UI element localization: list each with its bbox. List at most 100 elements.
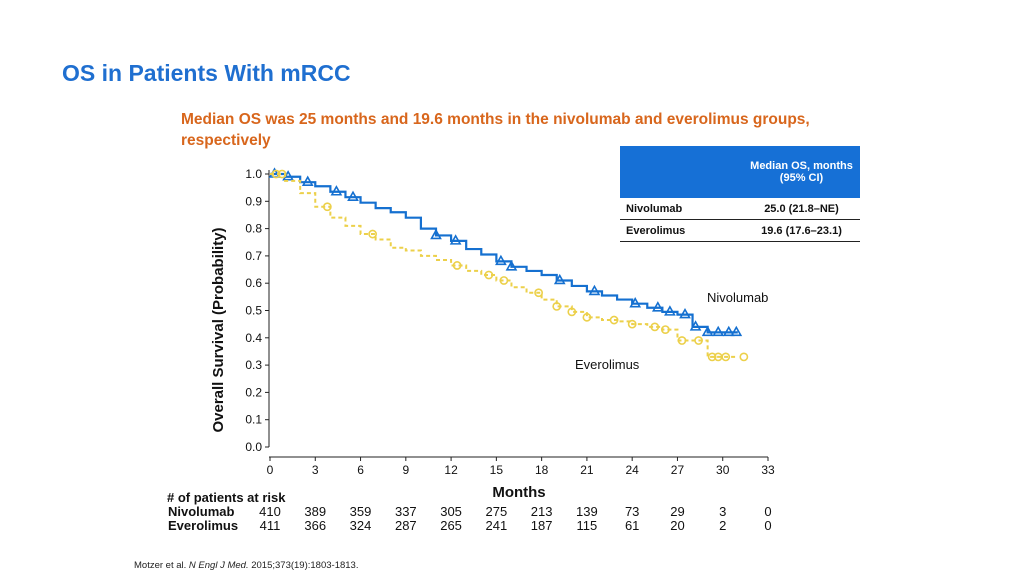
citation-authors: Motzer et al. (134, 560, 187, 571)
censor-circle (322, 202, 332, 212)
y-tick-label: 0.4 (245, 331, 262, 345)
risk-value: 29 (670, 504, 685, 519)
x-tick-label: 9 (402, 463, 409, 477)
risk-value: 139 (576, 504, 598, 519)
table-row: Everolimus 19.6 (17.6–23.1) (620, 219, 860, 242)
slide-subtitle: Median OS was 25 months and 19.6 months … (181, 111, 810, 149)
x-tick-label: 24 (626, 463, 640, 477)
censor-triangle (449, 234, 462, 245)
y-tick-label: 0.8 (245, 222, 262, 236)
censor-circle (582, 312, 592, 322)
risk-value: 2 (719, 518, 727, 533)
censor-circle (627, 319, 637, 329)
censor-triangle (664, 305, 676, 316)
y-tick-label: 1.0 (245, 167, 262, 181)
risk-value: 359 (349, 504, 372, 519)
x-tick-label: 0 (267, 463, 274, 477)
risk-value: 0 (764, 504, 772, 519)
risk-value: 115 (576, 518, 598, 533)
censor-circle (484, 270, 494, 280)
risk-value: 187 (530, 518, 553, 533)
table-cell-group: Nivolumab (620, 198, 743, 220)
table-header-blank (620, 146, 743, 198)
risk-value: 0 (764, 518, 772, 533)
risk-value: 241 (485, 518, 508, 533)
censor-circle (660, 325, 670, 335)
censor-circle (707, 352, 717, 362)
table-cell-group: Everolimus (620, 219, 743, 242)
risk-value: 61 (624, 518, 640, 533)
citation-journal: N Engl J Med. (188, 560, 249, 571)
censor-triangle (730, 325, 743, 337)
censor-triangle (712, 325, 725, 337)
censor-circle (721, 352, 731, 362)
risk-value: 275 (485, 504, 508, 519)
table-cell-value: 25.0 (21.8–NE) (743, 198, 860, 220)
censor-circle (271, 169, 281, 179)
censor-circle (277, 169, 287, 179)
risk-value: 287 (394, 518, 417, 533)
censor-triangle (679, 307, 691, 319)
x-tick-label: 12 (444, 463, 458, 477)
censor-circle (677, 336, 687, 345)
censor-triangle (430, 228, 442, 240)
x-tick-label: 15 (490, 463, 504, 477)
censor-circle (609, 315, 619, 325)
annotation-everolimus: Everolimus (575, 357, 640, 372)
y-axis-label: Overall Survival (Probability) (210, 227, 227, 432)
y-tick-label: 0.7 (245, 249, 262, 263)
x-tick-label: 21 (580, 463, 594, 477)
x-axis-label: Months (492, 484, 545, 501)
censor-circle (534, 288, 544, 298)
censor-circle (499, 276, 509, 285)
table-row: Nivolumab 25.0 (21.8–NE) (620, 198, 860, 220)
x-tick-label: 3 (312, 463, 319, 477)
risk-value: 73 (624, 504, 640, 519)
x-tick-label: 30 (716, 463, 730, 477)
slide-title: OS in Patients With mRCC (62, 60, 351, 86)
x-tick-label: 18 (535, 463, 549, 477)
risk-value: 324 (349, 518, 372, 533)
censor-triangle (495, 254, 507, 266)
risk-label-nivolumab: Nivolumab (168, 504, 235, 519)
censor-triangle (629, 297, 642, 308)
censor-triangle (701, 325, 714, 337)
risk-table-title: # of patients at risk (167, 490, 286, 505)
y-tick-label: 0.9 (245, 194, 262, 208)
y-tick-label: 0.1 (245, 413, 262, 427)
censor-circle (567, 307, 577, 317)
censor-triangle (588, 284, 601, 296)
censor-triangle (689, 320, 702, 331)
censor-triangle (553, 273, 566, 285)
risk-value: 305 (440, 504, 462, 519)
median-os-table: Median OS, months (95% CI) Nivolumab 25.… (620, 146, 860, 242)
risk-value: 389 (304, 504, 327, 519)
y-tick-label: 0.0 (245, 440, 262, 454)
y-tick-label: 0.5 (245, 304, 262, 318)
censor-circle (368, 229, 378, 239)
risk-value: 366 (304, 518, 327, 533)
risk-value: 410 (259, 504, 281, 519)
risk-label-everolimus: Everolimus (168, 518, 239, 533)
table-header-median: Median OS, months (95% CI) (743, 146, 860, 198)
risk-value: 265 (440, 518, 462, 533)
risk-value: 3 (719, 504, 727, 519)
censor-triangle (330, 185, 343, 196)
risk-value: 411 (259, 518, 281, 533)
citation: Motzer et al. N Engl J Med. 2015;373(19)… (134, 560, 358, 571)
censor-circle (739, 352, 749, 362)
y-tick-label: 0.2 (245, 385, 262, 399)
censor-circle (452, 261, 462, 270)
censor-circle (694, 336, 703, 345)
risk-value: 20 (670, 518, 685, 533)
citation-details: 2015;373(19):1803-1813. (251, 560, 359, 571)
x-tick-label: 33 (761, 463, 775, 477)
censor-triangle (505, 260, 518, 271)
y-tick-label: 0.6 (245, 276, 262, 290)
x-tick-label: 27 (671, 463, 685, 477)
censor-triangle (301, 175, 314, 186)
censor-circle (552, 302, 562, 311)
censor-triangle (347, 190, 359, 202)
series-line-1 (270, 173, 738, 358)
